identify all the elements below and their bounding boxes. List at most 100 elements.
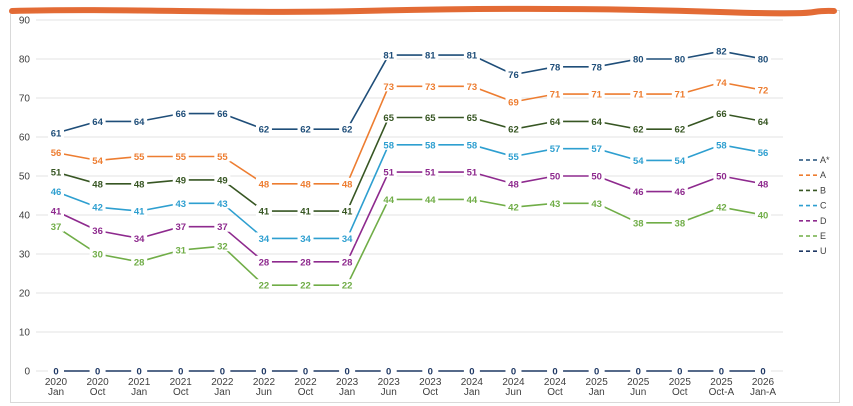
data-label-bg xyxy=(547,60,564,72)
data-label-bg xyxy=(89,365,106,376)
data-label: 34 xyxy=(259,234,270,245)
data-label-bg xyxy=(422,49,439,61)
data-label-bg xyxy=(671,216,688,228)
data-label: 32 xyxy=(217,242,228,253)
data-label-bg xyxy=(671,365,688,376)
data-label: 42 xyxy=(92,203,103,214)
data-label: 49 xyxy=(217,175,228,186)
legend-label: C xyxy=(820,201,827,211)
data-label-bg xyxy=(547,115,564,127)
series-line-B xyxy=(55,112,764,212)
data-label-bg xyxy=(505,123,522,135)
x-tick-year: 2025 xyxy=(586,377,609,388)
data-label: 0 xyxy=(220,367,225,378)
data-label: 65 xyxy=(467,113,478,124)
data-label-bg xyxy=(713,107,730,119)
x-tick-period: Jan-A xyxy=(750,387,776,398)
series-line-A* xyxy=(55,50,764,134)
data-label: 81 xyxy=(467,51,478,62)
data-label-bg xyxy=(297,232,314,244)
data-label-bg xyxy=(255,255,272,267)
data-label-bg xyxy=(48,146,64,158)
x-tick-period: Oct xyxy=(547,387,563,398)
data-label-bg xyxy=(255,365,272,376)
data-label: 49 xyxy=(175,175,186,186)
data-label: 48 xyxy=(508,179,519,190)
data-label: 43 xyxy=(550,199,561,210)
data-label-bg xyxy=(588,142,605,154)
data-label: 51 xyxy=(467,168,478,179)
x-tick-year: 2020 xyxy=(86,377,109,388)
data-label: 51 xyxy=(383,168,394,179)
data-label-bg xyxy=(131,255,148,267)
data-label-bg xyxy=(630,185,647,197)
data-label-bg xyxy=(339,232,356,244)
data-label-bg xyxy=(48,127,64,139)
data-label-bg xyxy=(297,255,314,267)
data-label: 58 xyxy=(425,140,436,151)
data-label-bg xyxy=(380,166,397,178)
data-label: 42 xyxy=(508,203,519,214)
data-label-bg xyxy=(48,220,64,232)
data-label: 36 xyxy=(92,226,103,237)
data-label: 71 xyxy=(675,90,686,101)
data-label-bg xyxy=(297,123,314,135)
data-label-bg xyxy=(131,150,148,162)
x-tick-year: 2021 xyxy=(170,377,193,388)
data-label: 82 xyxy=(716,47,727,58)
data-label: 34 xyxy=(342,234,353,245)
data-label: 73 xyxy=(383,82,394,93)
data-label: 54 xyxy=(675,156,686,167)
data-label-bg xyxy=(547,142,564,154)
data-label: 80 xyxy=(758,55,769,66)
y-tick-label: 90 xyxy=(19,16,31,27)
data-label-bg xyxy=(214,240,231,252)
data-label: 56 xyxy=(51,148,62,159)
data-label: 41 xyxy=(51,207,62,218)
x-tick-year: 2023 xyxy=(378,377,401,388)
legend-label: A* xyxy=(820,155,830,165)
data-label-bg xyxy=(380,365,397,376)
data-label-bg xyxy=(588,60,605,72)
data-label-bg xyxy=(172,244,189,256)
data-label: 41 xyxy=(259,207,270,218)
data-label-bg xyxy=(422,111,439,123)
data-label: 46 xyxy=(675,187,686,198)
data-label: 64 xyxy=(758,117,769,128)
data-label: 62 xyxy=(675,125,686,136)
data-label-bg xyxy=(630,154,647,166)
x-tick-period: Jun xyxy=(381,387,397,398)
data-label: 64 xyxy=(591,117,602,128)
legend-label: A xyxy=(820,170,826,180)
data-label-bg xyxy=(172,365,189,376)
data-label: 62 xyxy=(508,125,519,136)
data-label: 66 xyxy=(716,109,727,120)
x-tick-year: 2022 xyxy=(253,377,276,388)
data-label-bg xyxy=(131,232,148,244)
data-label: 65 xyxy=(425,113,436,124)
data-label-bg xyxy=(547,88,564,100)
data-label-bg xyxy=(172,173,189,185)
x-tick-year: 2025 xyxy=(627,377,650,388)
x-tick-year: 2020 xyxy=(45,377,68,388)
data-label-bg xyxy=(339,123,356,135)
data-label: 50 xyxy=(591,172,602,183)
data-label-bg xyxy=(755,365,771,376)
data-labels: 61 64 64 66 66 62 62 62 81 81 81 76 78 78 80 80 82 80 56 54… xyxy=(48,45,771,378)
data-label-bg xyxy=(671,88,688,100)
data-label: 62 xyxy=(633,125,644,136)
data-label: 0 xyxy=(552,367,557,378)
data-label: 28 xyxy=(134,257,145,268)
data-label: 61 xyxy=(51,129,62,140)
y-tick-label: 30 xyxy=(19,250,31,261)
data-label: 28 xyxy=(342,257,353,268)
data-label: 0 xyxy=(95,367,100,378)
data-label-bg xyxy=(339,177,356,189)
data-label: 78 xyxy=(550,62,561,73)
x-tick-period: Jan xyxy=(48,387,64,398)
data-label: 41 xyxy=(300,207,311,218)
data-label: 81 xyxy=(425,51,436,62)
data-label-bg xyxy=(463,111,480,123)
x-tick-period: Jun xyxy=(256,387,272,398)
